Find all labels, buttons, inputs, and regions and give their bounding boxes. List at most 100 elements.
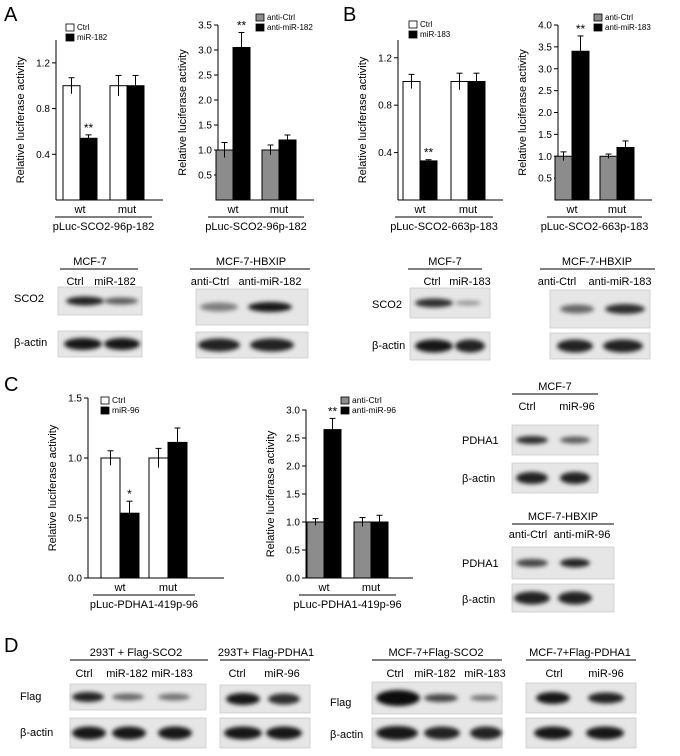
lane-label: anti-miR-182 <box>239 276 302 288</box>
blot-membrane <box>511 546 615 580</box>
blot-row-label: β-actin <box>330 729 363 741</box>
x-tick-label: wt <box>114 582 126 594</box>
bar <box>62 85 81 201</box>
blot-membrane <box>69 717 207 749</box>
blot-title: MCF-7 <box>73 256 107 268</box>
y-tick-label: 1.2 <box>36 58 50 69</box>
lane-label: Ctrl <box>518 401 535 413</box>
x-tick-label: wt <box>74 204 86 216</box>
blot-d-blot-2: 293T+ Flag-PDHA1 Ctrl miR-96 <box>218 647 314 749</box>
y-tick-label: 1.0 <box>68 454 82 465</box>
lane-label: Ctrl <box>545 668 562 680</box>
lane-label: miR-183 <box>464 668 506 680</box>
blot-band <box>415 339 453 353</box>
legend-swatch <box>255 23 265 32</box>
blot-row-label: β-actin <box>14 337 47 349</box>
blot-band <box>200 302 238 312</box>
blot-band <box>198 338 240 352</box>
blot-membrane <box>549 332 651 360</box>
y-axis-title: Relative luciferase activity <box>47 424 59 551</box>
x-axis-title: pLuc-SCO2-663p-183 <box>390 221 498 233</box>
blot-row-label: β-actin <box>462 473 495 485</box>
y-tick-label: 3.0 <box>198 46 212 57</box>
blot-title: 293T+ Flag-PDHA1 <box>218 647 314 659</box>
y-tick-label: 2.0 <box>538 108 552 119</box>
blot-band <box>455 339 485 353</box>
significance-mark: ** <box>237 19 247 33</box>
y-tick-label: 1.5 <box>538 130 552 141</box>
bar <box>126 85 145 201</box>
blot-title: MCF-7+Flag-SCO2 <box>388 647 483 659</box>
legend-swatch <box>408 20 418 29</box>
blot-band <box>248 302 292 312</box>
y-tick-label: 2.5 <box>538 86 552 97</box>
lane-label: miR-182 <box>94 276 136 288</box>
blot-membrane <box>409 287 491 319</box>
lane-label: miR-96 <box>588 668 623 680</box>
lane-label: miR-183 <box>449 276 491 288</box>
blot-membrane <box>57 330 143 358</box>
chart-a2: 0.5 1.0 1.5 2.0 2.5 3.0 3.5 Relative luciferase… <box>177 13 314 233</box>
blot-band <box>534 726 572 740</box>
y-tick-label: 3.0 <box>538 64 552 75</box>
bar <box>261 149 280 201</box>
blot-band <box>268 693 300 705</box>
bar <box>323 429 342 579</box>
chart-c2: 0.0 0.5 1.0 1.5 2.0 2.5 3.0 Relative luciferase… <box>265 395 413 611</box>
blot-membrane <box>195 331 309 359</box>
y-tick-label: 2.5 <box>286 434 300 445</box>
legend-swatch <box>340 396 350 405</box>
lane-label: Ctrl <box>423 276 440 288</box>
significance-mark: * <box>127 487 132 501</box>
blot-band <box>558 591 592 605</box>
blot-band <box>588 692 624 704</box>
blot-membrane <box>219 717 311 749</box>
y-tick-label: 1.2 <box>378 53 392 64</box>
x-tick-label: mut <box>270 204 288 216</box>
blot-membrane <box>549 289 651 329</box>
legend-label: miR-182 <box>77 33 108 42</box>
blot-band <box>64 338 102 350</box>
blot-band <box>158 693 190 701</box>
bar <box>109 85 128 201</box>
blot-band <box>560 436 590 444</box>
blot-band <box>224 726 262 740</box>
significance-mark: ** <box>424 146 434 160</box>
y-tick-label: 2.0 <box>198 96 212 107</box>
lane-label: miR-182 <box>414 668 456 680</box>
y-axis-title: Relative luciferase activity <box>15 56 27 183</box>
legend-label: miR-96 <box>112 405 140 415</box>
y-tick-label: 3.5 <box>198 21 212 32</box>
blot-band <box>104 297 138 305</box>
x-axis-title: pLuc-PDHA1-419p-96 <box>293 599 401 611</box>
chart-b2: 0.5 1.0 1.5 2.0 2.5 3.0 3.5 4.0 Relative lucifer… <box>517 13 652 233</box>
y-tick-label: 1.5 <box>198 121 212 132</box>
blot-row-label: SCO2 <box>372 299 402 311</box>
bar <box>467 80 486 201</box>
blot-row-label: SCO2 <box>14 293 44 305</box>
significance-mark: ** <box>576 22 586 36</box>
y-tick-label: 0.5 <box>538 174 552 185</box>
bar <box>100 457 121 579</box>
blot-band <box>470 726 502 740</box>
blot-membrane <box>371 717 503 749</box>
lane-label: Ctrl <box>228 668 245 680</box>
lane-label: miR-96 <box>559 401 594 413</box>
x-axis-title: pLuc-SCO2-663p-183 <box>541 221 649 233</box>
blot-title: MCF-7-HBXIP <box>528 511 598 523</box>
legend-swatch <box>593 23 603 32</box>
y-tick-label: 0.8 <box>378 101 392 112</box>
blot-row-label: PDHA1 <box>462 558 499 570</box>
bar <box>79 137 98 201</box>
legend-label: anti-Ctrl <box>267 13 295 22</box>
blot-band <box>72 692 104 702</box>
lane-label: Ctrl <box>75 668 92 680</box>
blot-band <box>424 694 458 702</box>
y-tick-label: 1.0 <box>538 152 552 163</box>
bar <box>278 139 297 201</box>
blot-title: MCF-7+Flag-PDHA1 <box>529 647 631 659</box>
legend-label: anti-miR-183 <box>605 23 651 32</box>
legend-label: anti-miR-96 <box>352 405 396 415</box>
y-tick-label: 0.0 <box>68 574 82 585</box>
